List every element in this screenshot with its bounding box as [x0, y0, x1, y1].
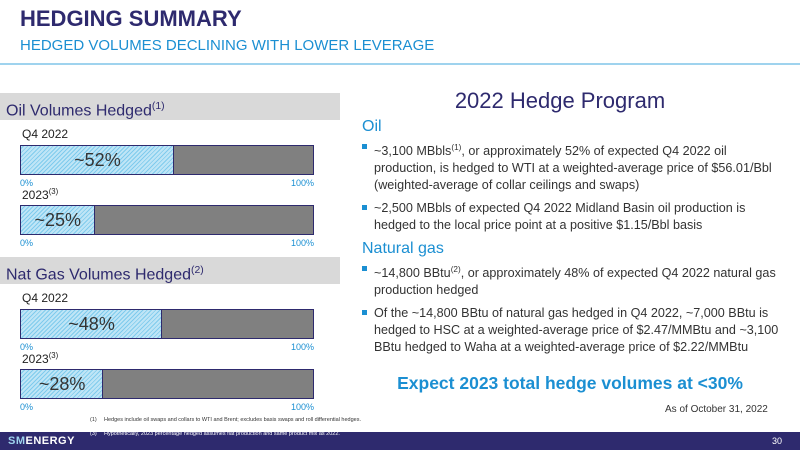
program-body: Oil ~3,100 MBbls(1), or approximately 52%…: [362, 118, 782, 362]
bullet-text: ~2,500 MBbls of expected Q4 2022 Midland…: [374, 201, 746, 233]
panel-title: Nat Gas Volumes Hedged: [6, 266, 191, 284]
footnote-number: (1): [90, 417, 97, 423]
footnote: (1) Hedges include oil swaps and collars …: [90, 417, 361, 423]
section-heading: Natural gas: [362, 240, 444, 258]
panel-header: Oil Volumes Hedged(1): [0, 93, 340, 120]
bullet: ~14,800 BBtu(2), or approximately 48% of…: [362, 261, 782, 299]
value-label: ~25%: [34, 210, 82, 230]
panel-header: Nat Gas Volumes Hedged(2): [0, 257, 340, 284]
bar-label-text: Q4 2022: [22, 291, 69, 305]
panel-title: Oil Volumes Hedged: [6, 102, 152, 120]
axis-label: 100%: [290, 238, 314, 248]
value-label: ~28%: [38, 374, 86, 394]
value-label: ~52%: [74, 150, 121, 170]
axis-label: 100%: [290, 342, 314, 352]
bar-track: ~25%: [20, 205, 314, 235]
divider: [0, 63, 800, 65]
bullet: Of the ~14,800 BBtu of natural gas hedge…: [362, 305, 782, 356]
bar-label: 2023(3): [22, 187, 58, 202]
bar-label-text: 2023: [22, 188, 49, 202]
as-of: As of October 31, 2022: [665, 404, 768, 415]
slide-title: HEDGING SUMMARY: [20, 6, 242, 31]
axis-label: 0%: [20, 238, 34, 248]
axis-label: 100%: [290, 178, 314, 188]
callout: Expect 2023 total hedge volumes at <30%: [397, 373, 743, 393]
bar-track: ~48%: [20, 309, 314, 339]
footnote: (2) Hedges include natural gas swaps and …: [90, 424, 458, 430]
footnote-number: (2): [90, 424, 97, 430]
footnote-text: Hypothetically, 2023 percentage hedged a…: [104, 431, 340, 437]
bullet-marker: [362, 310, 367, 316]
footnote-ref: (3): [48, 187, 59, 196]
bullet-text: ~3,100 MBbls: [374, 144, 452, 159]
page-number: 30: [772, 436, 783, 446]
bar-label: Q4 2022: [22, 127, 68, 141]
bullet-marker: [362, 266, 367, 272]
footnote-ref: (1): [451, 143, 462, 152]
bullet-text: , or approximately 48% of expected Q4 20…: [374, 266, 776, 298]
footnote: (3) Hypothetically, 2023 percentage hedge…: [90, 431, 340, 437]
bullet-text: ~14,800 BBtu: [374, 266, 451, 281]
footnote-ref: (2): [450, 265, 461, 275]
bar-fill: [21, 310, 163, 338]
bar-fill: [21, 206, 95, 234]
slide-subtitle: HEDGED VOLUMES DECLINING WITH LOWER LEVE…: [20, 37, 435, 54]
axis-label: 0%: [20, 178, 34, 188]
bar-label: 2023(3): [22, 351, 58, 366]
program-title: 2022 Hedge Program: [454, 88, 666, 113]
logo-energy: ENERGY: [25, 435, 75, 447]
bar-label: Q4 2022: [22, 291, 68, 305]
footnote-ref: (1): [151, 101, 165, 112]
value-label: ~48%: [68, 314, 115, 334]
bullet: ~3,100 MBbls(1), or approximately 52% of…: [362, 139, 782, 194]
footnote-number: (3): [90, 431, 97, 437]
bar-track: ~28%: [20, 369, 314, 399]
bullet-text: , or approximately 52% of expected Q4 20…: [374, 144, 772, 193]
axis-label: 0%: [20, 402, 34, 412]
section-heading: Oil: [362, 118, 382, 135]
footnote-text: Hedges include oil swaps and collars to …: [104, 417, 362, 423]
axis-label: 0%: [20, 342, 34, 352]
bar-track: ~52%: [20, 145, 314, 175]
bar-label-text: Q4 2022: [22, 127, 69, 141]
axis-label: 100%: [290, 402, 314, 412]
bar-fill: [21, 146, 174, 174]
footer-bar: [0, 432, 800, 450]
footnote-ref: (2): [191, 265, 204, 276]
bar-fill: [21, 370, 104, 398]
logo-sm: SM: [8, 435, 26, 447]
bullet-marker: [362, 144, 367, 149]
bullet-marker: [362, 205, 367, 211]
logo: SMENERGY: [8, 435, 75, 447]
footnote-text: Hedges include natural gas swaps and col…: [104, 424, 458, 430]
bar-label-text: 2023: [22, 352, 49, 366]
bullet: ~2,500 MBbls of expected Q4 2022 Midland…: [362, 200, 782, 234]
bullet-text: Of the ~14,800 BBtu of natural gas hedge…: [374, 306, 779, 355]
footnote-ref: (3): [48, 351, 59, 360]
